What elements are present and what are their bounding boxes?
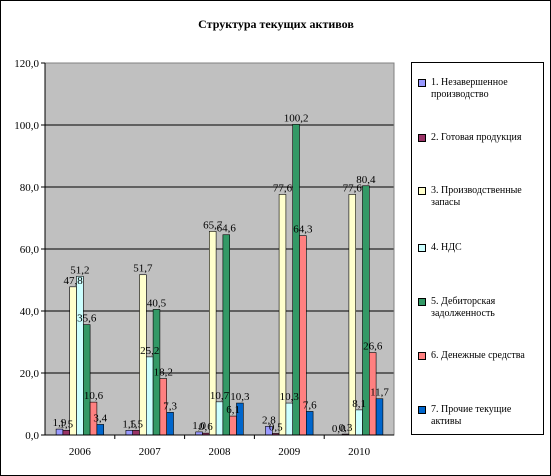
data-label: 10,6 [84,390,104,402]
bar [229,415,237,436]
data-label: 2,8 [262,414,276,426]
data-label: 7,6 [303,399,317,411]
data-label: 80,4 [356,174,376,186]
bar [132,430,140,436]
data-label: 64,6 [217,223,237,235]
y-tick-label: 0,0 [25,430,39,442]
legend-swatch [418,187,426,195]
bar [69,286,77,436]
bar [83,324,91,436]
bar [166,412,174,436]
legend-label: 3. Производственные запасы [431,185,522,208]
data-labels: 1,91,547,851,235,610,63,4 1,51,551,725,24… [53,112,390,435]
data-label: 1,0 [192,420,206,432]
data-label: 51,7 [133,263,153,275]
x-axis: 2006 2007 2008 2009 2010 [45,434,394,458]
legend: 1. Незавершенное производство 2. Готовая … [411,62,544,435]
data-label: 25,2 [140,345,159,357]
data-label: 1,9 [53,417,67,429]
data-label: 40,5 [147,297,167,309]
data-label: 0,5 [269,421,283,433]
bar [292,124,300,436]
data-label: 0,3 [339,422,353,434]
bar [125,430,134,436]
legend-label: 6. Денежные средства [431,350,525,361]
data-label: 1,5 [59,418,73,430]
legend-label: 1. Незавершенное производство [431,77,508,100]
x-tick-label: 2010 [348,446,371,458]
bar [96,424,105,436]
data-label: 10,7 [210,390,230,402]
data-label: 51,2 [70,264,89,276]
x-tick-label: 2007 [139,446,162,458]
data-label: 77,6 [273,182,293,194]
bar [146,356,154,436]
data-label: 65,7 [203,219,223,231]
data-label: 1,5 [129,418,143,430]
y-tick-label: 60,0 [20,244,40,256]
legend-label: 5. Дебиторская задолженность [431,296,496,319]
data-label: 26,6 [363,341,383,353]
data-label: 7,3 [163,400,177,412]
legend-label: 4. НДС [431,242,462,253]
bars [55,124,384,436]
y-tick-label: 100,0 [14,120,39,132]
bar [305,411,314,436]
y-tick-label: 20,0 [20,368,40,380]
data-label: 10,3 [280,391,300,403]
bar [285,402,293,436]
bar [209,231,217,436]
legend-swatch [418,79,426,87]
data-label: 11,7 [370,387,389,399]
bar [215,401,224,436]
data-label: 64,3 [293,224,313,236]
legend-label: 2. Готовая продукция [431,132,522,143]
x-tick-label: 2008 [209,446,232,458]
data-label: 0,6 [199,421,213,433]
data-label: 47,8 [63,275,83,287]
bar [62,430,71,436]
chart-title: Структура текущих активов [198,17,354,31]
data-label: 8,1 [352,398,366,410]
legend-label: 7. Прочие текущие активы [431,404,512,427]
data-label: 3,4 [93,412,107,424]
y-axis: 0,0 20,0 40,0 60,0 80,0 100,0 120,0 [14,58,46,442]
bar [76,275,84,436]
legend-swatch [418,134,426,142]
data-label: 35,6 [77,313,97,325]
legend-swatch [418,244,426,252]
data-label: 10,3 [230,391,250,403]
bar [355,409,363,436]
legend-swatch [418,352,426,360]
data-label: 6,1 [226,404,240,416]
y-tick-label: 40,0 [20,306,40,318]
legend-swatch [418,298,426,306]
bar [375,398,384,436]
data-label: 0,0 [332,423,346,435]
data-label: 18,2 [154,367,173,379]
x-tick-label: 2009 [278,446,301,458]
legend-swatch [418,406,426,414]
y-tick-label: 80,0 [20,182,40,194]
data-label: 1,5 [122,418,136,430]
data-label: 100,2 [284,112,309,124]
data-label: 77,6 [343,182,363,194]
y-tick-label: 120,0 [14,58,39,70]
x-tick-label: 2006 [69,446,92,458]
